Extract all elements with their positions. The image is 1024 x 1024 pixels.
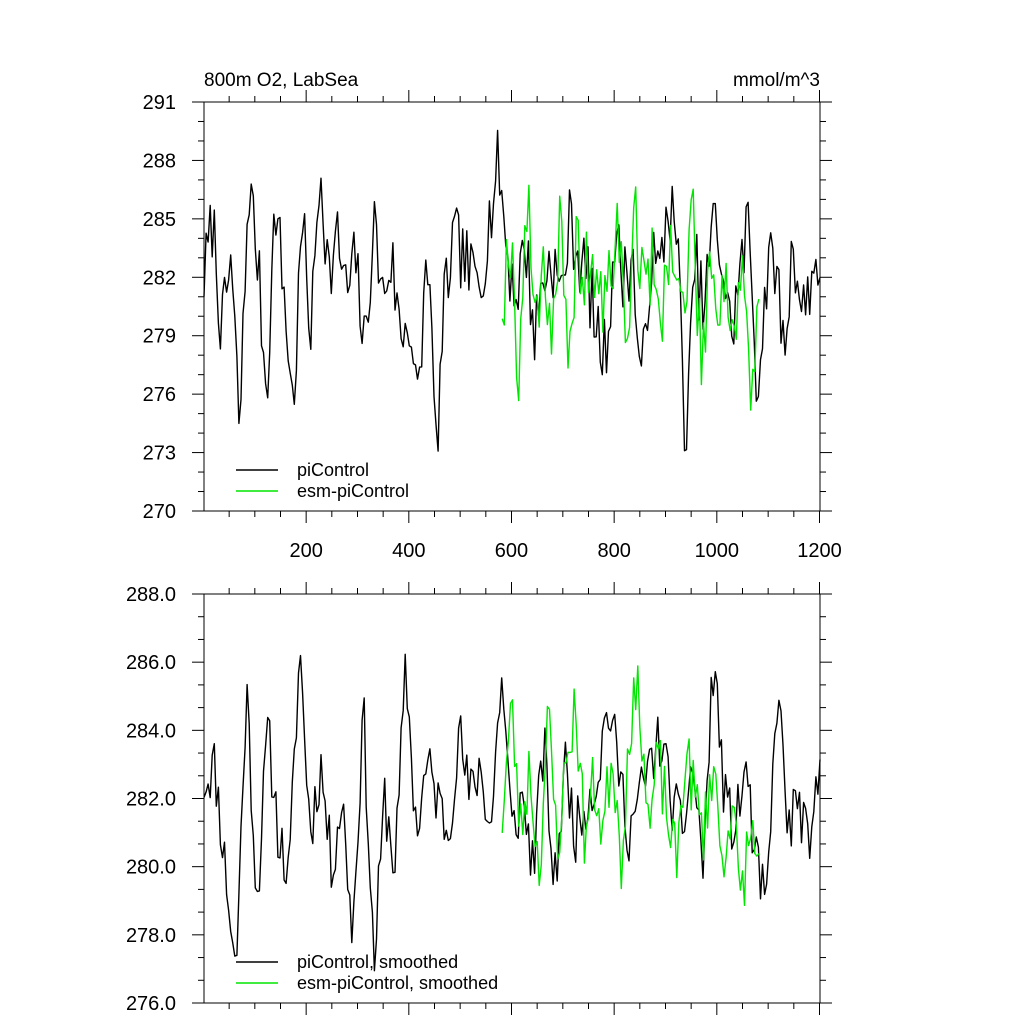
x-tick-label: 1000 — [695, 540, 740, 562]
y-tick-label: 284.0 — [126, 720, 176, 742]
y-tick-label: 282.0 — [126, 789, 176, 811]
y-tick-label: 279 — [143, 326, 176, 348]
axis-ticks: 270 273 276 279 282 285 288 291 200 400 600 800 1000… — [143, 90, 842, 562]
legend-label-picontrol-smoothed: piControl, smoothed — [297, 952, 458, 972]
y-tick-label: 270 — [143, 501, 176, 523]
bottom-panel: 276.0 278.0 280.0 282.0 284.0 286.0 288.0 piCo… — [126, 582, 832, 1015]
x-tick-label: 600 — [495, 540, 528, 562]
series-group — [203, 653, 821, 972]
series-line-picontrol-smoothed — [203, 653, 821, 972]
y-tick-label: 288 — [143, 150, 176, 172]
y-tick-label: 282 — [143, 267, 176, 289]
y-tick-label: 291 — [143, 92, 176, 114]
y-tick-label: 273 — [143, 443, 176, 465]
y-tick-label: 280.0 — [126, 857, 176, 879]
series-line-esm-picontrol-smoothed — [501, 665, 760, 906]
y-tick-label: 288.0 — [126, 584, 176, 606]
y-tick-label: 278.0 — [126, 925, 176, 947]
plot-frame — [203, 593, 821, 1004]
top-panel: 800m O2, LabSea mmol/m^3 270 273 276 279 282… — [143, 70, 842, 562]
y-tick-label: 276 — [143, 384, 176, 406]
legend: piControl, smoothed esm-piControl, smoot… — [236, 952, 498, 993]
x-tick-label: 1200 — [797, 540, 842, 562]
x-tick-label: 200 — [289, 540, 322, 562]
y-tick-label: 285 — [143, 209, 176, 231]
y-tick-label: 276.0 — [126, 993, 176, 1015]
units-label: mmol/m^3 — [733, 70, 820, 91]
series-line-esm-picontrol — [501, 184, 760, 411]
plot-frame — [203, 101, 821, 512]
y-tick-label: 286.0 — [126, 652, 176, 674]
series-line-picontrol — [203, 129, 821, 452]
series-group — [203, 129, 821, 452]
axis-ticks: 276.0 278.0 280.0 282.0 284.0 286.0 288.0 — [126, 582, 832, 1015]
x-tick-label: 400 — [392, 540, 425, 562]
legend-label-esm-picontrol: esm-piControl — [297, 481, 409, 501]
legend-label-esm-picontrol-smoothed: esm-piControl, smoothed — [297, 973, 498, 993]
chart-title: 800m O2, LabSea — [204, 70, 359, 91]
legend-label-picontrol: piControl — [297, 460, 369, 480]
legend: piControl esm-piControl — [236, 460, 409, 501]
x-tick-label: 800 — [597, 540, 630, 562]
